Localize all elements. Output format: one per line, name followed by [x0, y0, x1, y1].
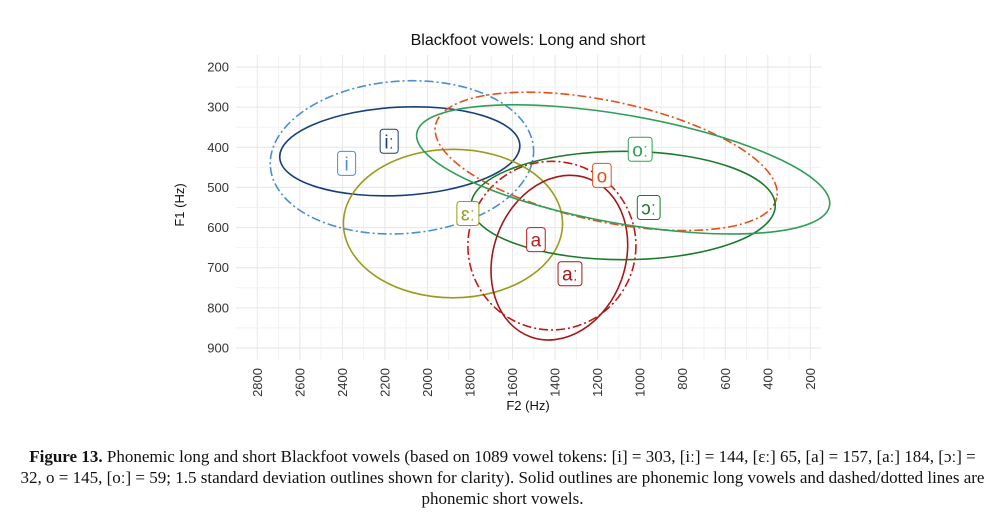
vowel-label-o: o: [592, 162, 612, 188]
x-tick-label: 2400: [335, 368, 350, 397]
y-tick-label: 400: [207, 140, 229, 155]
vowel-label-box: [592, 162, 612, 188]
x-tick-label: 200: [803, 368, 818, 390]
chart-title: Blackfoot vowels: Long and short: [411, 32, 646, 49]
x-tick-label: 2000: [420, 368, 435, 397]
x-tick-label: 1200: [590, 368, 605, 397]
x-tick-label: 1600: [505, 368, 520, 397]
vowel-label-iː: iː: [379, 128, 399, 154]
vowel-label-text: iː: [384, 132, 394, 153]
vowel-label-box: [636, 195, 661, 220]
y-axis-label: F1 (Hz): [172, 183, 187, 226]
vowel-label-box: [526, 227, 546, 253]
ellipse-short-i: [269, 79, 535, 235]
vowel-ellipse-chart: Blackfoot vowels: Long and short i iː ɛː aa…: [172, 32, 831, 413]
y-tick-label: 600: [207, 220, 229, 235]
vowel-label-text: aː: [562, 265, 578, 286]
y-tick-label: 900: [207, 340, 229, 355]
ellipse-long-ɛː: [342, 148, 564, 299]
vowel-label-box: [456, 201, 480, 227]
x-tick-label: 1800: [463, 368, 478, 397]
x-tick-label: 1400: [548, 368, 563, 397]
vowel-label-ɔː: ɔː: [636, 195, 661, 220]
x-tick-label: 600: [718, 368, 733, 390]
x-axis-ticks: 2800 2600 2400 2200 2000 1800 1600 1400 1200 1000…: [250, 368, 818, 397]
x-tick-label: 2800: [250, 368, 265, 397]
vowel-label-a: a: [526, 227, 546, 253]
y-tick-label: 700: [207, 260, 229, 275]
x-tick-label: 400: [760, 368, 775, 390]
vowel-label-i: i: [337, 150, 357, 176]
vowel-ellipses: [269, 79, 831, 341]
vowel-labels: i iː ɛː aaː o ɔː oː: [337, 128, 661, 287]
vowel-label-box: [557, 261, 583, 287]
y-tick-label: 200: [207, 60, 229, 75]
y-tick-label: 500: [207, 180, 229, 195]
vowel-label-aː: aː: [557, 261, 583, 287]
vowel-label-box: [337, 150, 357, 176]
figure-caption: Figure 13. Phonemic long and short Black…: [20, 446, 985, 509]
vowel-label-text: ɛː: [461, 205, 475, 226]
vowel-label-text: oː: [632, 140, 648, 161]
vowel-label-text: a: [531, 231, 542, 252]
vowel-label-text: i: [345, 154, 349, 175]
caption-label: Figure 13.: [29, 447, 103, 466]
y-axis-ticks: 200 300 400 500 600 700 800 900: [207, 60, 229, 356]
x-tick-label: 1000: [633, 368, 648, 397]
vowel-label-oː: oː: [627, 136, 653, 162]
y-tick-label: 300: [207, 100, 229, 115]
x-tick-label: 800: [675, 368, 690, 390]
vowel-label-text: ɔː: [641, 199, 656, 220]
ellipse-short-a: [467, 160, 637, 331]
vowel-label-box: [379, 128, 399, 154]
ellipse-long-iː: [278, 105, 521, 197]
x-axis-label: F2 (Hz): [506, 398, 549, 413]
x-tick-label: 2600: [292, 368, 307, 397]
vowel-label-box: [627, 136, 653, 162]
x-tick-label: 2200: [377, 368, 392, 397]
ellipse-long-oː: [415, 103, 831, 235]
vowel-label-text: o: [597, 166, 608, 187]
y-tick-label: 800: [207, 300, 229, 315]
vowel-label-ɛː: ɛː: [456, 201, 480, 227]
caption-text: Phonemic long and short Blackfoot vowels…: [20, 447, 985, 508]
ellipse-short-o: [434, 91, 779, 232]
